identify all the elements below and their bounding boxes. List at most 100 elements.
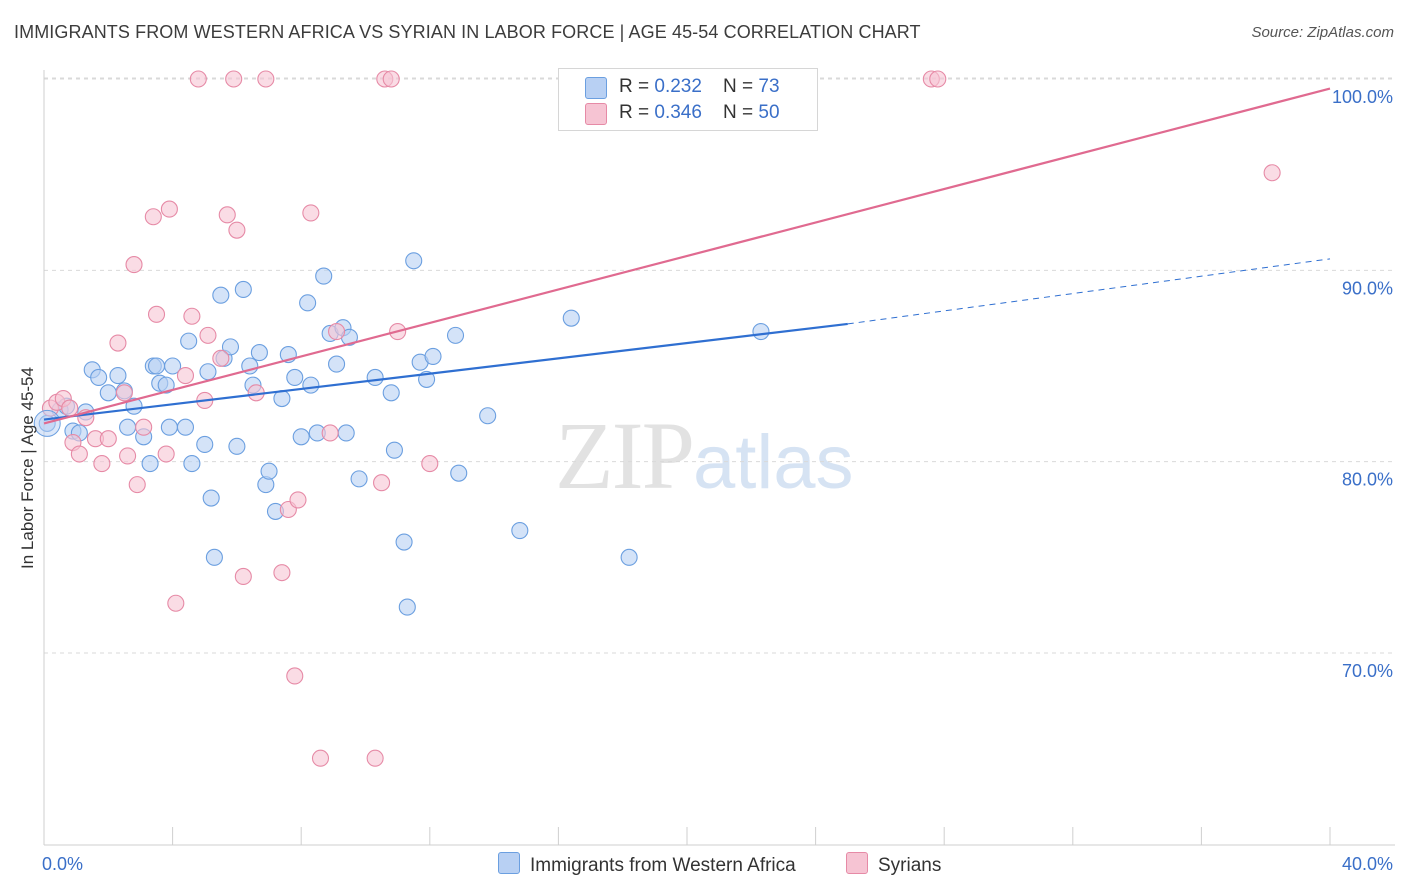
data-point (385, 441, 403, 459)
data-point (189, 70, 207, 88)
data-point (366, 368, 384, 387)
legend-swatch-blue (585, 77, 607, 99)
data-point (752, 323, 770, 341)
data-point (257, 70, 275, 88)
data-point (199, 326, 217, 344)
data-point (218, 206, 236, 224)
data-point (119, 418, 137, 436)
data-point (286, 368, 304, 387)
data-point (328, 323, 346, 341)
legend-item-syrians: Syrians (846, 852, 941, 877)
data-point (228, 437, 246, 455)
data-point (99, 430, 117, 448)
legend-r-label: R = (619, 102, 655, 123)
data-point (180, 332, 198, 350)
data-point (395, 533, 413, 551)
x-tick-label: 0.0% (42, 854, 83, 874)
data-point (164, 357, 182, 375)
data-point (446, 326, 465, 344)
data-point (382, 70, 400, 88)
legend-r-value: 0.346 (654, 102, 702, 123)
data-point (212, 286, 230, 304)
legend-n-label: N = (723, 76, 759, 97)
data-point (202, 489, 220, 507)
y-tick-label: 90.0% (1342, 278, 1393, 298)
y-tick-label: 80.0% (1342, 470, 1393, 490)
data-point (562, 309, 580, 327)
legend-swatch-pink (846, 852, 868, 874)
data-point (398, 598, 416, 616)
data-point (315, 267, 333, 285)
data-point (135, 418, 153, 436)
correlation-legend: R = 0.232 N = 73 R = 0.346 N = 50 (558, 68, 818, 131)
data-point (302, 376, 320, 394)
legend-swatch-pink (585, 103, 607, 125)
data-point (199, 363, 217, 381)
data-point (196, 435, 214, 453)
legend-n-label: N = (723, 102, 759, 123)
data-point (373, 474, 391, 492)
data-point (93, 455, 111, 473)
data-point (620, 548, 638, 566)
data-point (205, 548, 223, 566)
data-point (234, 280, 252, 299)
data-point (328, 355, 346, 373)
y-axis-label: In Labor Force | Age 45-54 (18, 367, 37, 569)
data-point (366, 749, 384, 767)
data-point (160, 418, 178, 436)
data-point (292, 428, 310, 446)
data-point (273, 564, 291, 582)
watermark-atlas: atlas (693, 420, 854, 505)
data-point (311, 749, 330, 767)
data-point (1263, 164, 1281, 182)
data-point (382, 384, 400, 402)
data-point (157, 376, 175, 394)
data-point (183, 455, 201, 473)
data-point (109, 334, 127, 352)
data-point (176, 418, 195, 436)
data-point (109, 367, 127, 385)
data-point (70, 445, 88, 463)
data-point (115, 384, 133, 402)
data-point (61, 399, 79, 417)
data-point (147, 305, 166, 323)
chart-title: IMMIGRANTS FROM WESTERN AFRICA VS SYRIAN… (14, 22, 921, 42)
data-point (212, 349, 230, 367)
data-point (90, 368, 108, 387)
legend-series-label: Immigrants from Western Africa (530, 855, 796, 876)
data-point (405, 252, 423, 270)
data-point (160, 200, 178, 218)
data-point (128, 476, 146, 494)
data-point (260, 462, 278, 480)
data-point (302, 204, 320, 222)
data-point (141, 455, 159, 473)
data-point (125, 256, 143, 274)
data-point (221, 338, 240, 356)
data-point (289, 491, 307, 509)
data-point (286, 667, 304, 685)
data-point (250, 344, 268, 362)
data-point (929, 70, 947, 88)
trendline-syrians (43, 87, 1331, 425)
y-tick-label: 70.0% (1342, 661, 1393, 681)
data-point (147, 357, 166, 375)
y-tick-label: 100.0% (1332, 87, 1393, 107)
trendline-western-africa-projection (847, 258, 1331, 325)
data-point (450, 464, 468, 482)
x-tick-label: 40.0% (1342, 854, 1393, 874)
data-point (228, 221, 246, 239)
data-point (299, 294, 317, 312)
watermark-zip: ZIP (555, 402, 695, 509)
data-point (350, 470, 368, 488)
data-point (337, 424, 355, 442)
legend-n-value: 73 (758, 76, 780, 97)
legend-r-label: R = (619, 76, 655, 97)
watermark: ZIPatlas (555, 400, 854, 511)
data-point (167, 594, 185, 612)
legend-swatch-blue (498, 852, 520, 874)
data-point (479, 407, 497, 425)
data-point (421, 455, 439, 473)
data-point (234, 567, 252, 586)
data-point (99, 384, 117, 402)
